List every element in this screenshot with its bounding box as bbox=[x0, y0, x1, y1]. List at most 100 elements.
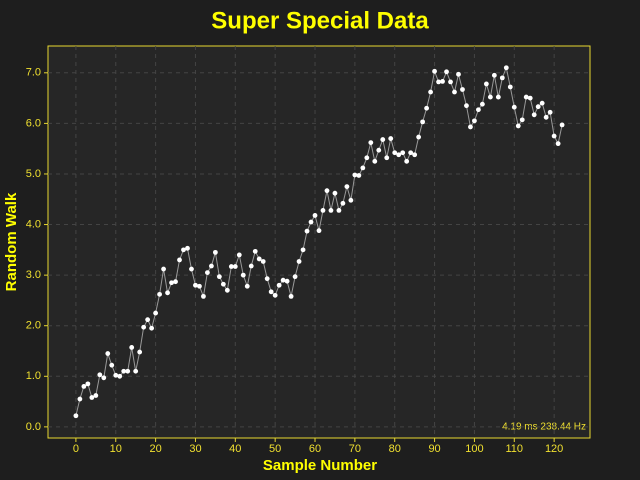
data-point bbox=[205, 270, 210, 276]
x-tick-label: 100 bbox=[465, 443, 483, 455]
data-point bbox=[240, 272, 246, 278]
data-point bbox=[539, 100, 545, 106]
data-point bbox=[109, 362, 115, 368]
data-point bbox=[85, 381, 91, 387]
data-point bbox=[424, 105, 430, 111]
data-point bbox=[332, 190, 338, 196]
data-point bbox=[464, 103, 469, 109]
data-point bbox=[216, 274, 222, 280]
plot-area bbox=[47, 45, 591, 439]
data-point bbox=[137, 349, 143, 355]
data-point bbox=[440, 79, 445, 84]
data-point bbox=[89, 395, 95, 400]
data-point bbox=[252, 248, 258, 254]
data-point bbox=[527, 95, 533, 101]
data-point bbox=[145, 317, 151, 323]
y-tick-label: 1.0 bbox=[26, 370, 41, 382]
data-point bbox=[456, 71, 461, 77]
data-point bbox=[260, 259, 266, 264]
data-point bbox=[356, 173, 362, 178]
data-point bbox=[460, 87, 465, 92]
data-point bbox=[479, 101, 485, 107]
data-point bbox=[181, 247, 186, 253]
data-point bbox=[452, 89, 457, 95]
data-point bbox=[476, 107, 481, 113]
y-tick-label: 7.0 bbox=[26, 67, 41, 79]
data-point bbox=[312, 213, 318, 218]
data-point bbox=[360, 165, 366, 171]
data-point bbox=[300, 247, 306, 253]
data-point bbox=[400, 150, 406, 156]
data-point bbox=[483, 81, 489, 87]
x-tick-label: 60 bbox=[309, 443, 321, 455]
data-point bbox=[503, 65, 509, 71]
data-point bbox=[308, 219, 314, 225]
data-point bbox=[376, 147, 382, 153]
data-point bbox=[296, 259, 302, 264]
x-tick-label: 30 bbox=[189, 443, 201, 455]
data-point bbox=[416, 134, 422, 140]
data-point bbox=[117, 373, 123, 379]
data-point bbox=[81, 384, 87, 389]
data-point bbox=[288, 293, 294, 299]
data-point bbox=[499, 75, 505, 81]
data-point bbox=[141, 324, 147, 330]
data-point bbox=[125, 368, 131, 374]
data-point bbox=[161, 266, 166, 272]
data-point bbox=[189, 266, 194, 272]
data-point bbox=[113, 372, 119, 378]
data-point bbox=[129, 345, 135, 350]
data-point bbox=[547, 109, 553, 115]
data-point bbox=[507, 84, 513, 90]
data-point bbox=[276, 282, 282, 288]
data-point bbox=[93, 393, 99, 398]
data-point bbox=[495, 94, 501, 100]
data-point bbox=[380, 137, 386, 142]
data-point bbox=[244, 283, 250, 289]
y-tick-label: 3.0 bbox=[26, 269, 41, 281]
data-point bbox=[340, 200, 346, 206]
data-point bbox=[324, 188, 330, 194]
y-tick-label: 4.0 bbox=[26, 218, 41, 230]
data-point bbox=[97, 372, 103, 378]
data-point bbox=[173, 279, 178, 285]
data-point bbox=[133, 368, 139, 374]
data-point bbox=[404, 158, 410, 164]
data-point bbox=[149, 325, 155, 331]
data-point bbox=[531, 112, 537, 118]
data-point bbox=[284, 278, 290, 284]
data-point bbox=[316, 228, 322, 234]
y-tick-label: 5.0 bbox=[26, 168, 41, 180]
data-point bbox=[468, 124, 473, 130]
data-point bbox=[292, 274, 298, 280]
data-point bbox=[232, 264, 238, 269]
y-tick-label: 6.0 bbox=[26, 117, 41, 129]
data-point bbox=[559, 122, 565, 128]
data-point bbox=[201, 293, 206, 299]
data-point bbox=[555, 141, 561, 147]
data-point bbox=[491, 72, 497, 78]
data-point bbox=[220, 281, 226, 287]
data-point bbox=[448, 79, 453, 85]
data-point bbox=[153, 310, 159, 316]
data-point bbox=[392, 150, 398, 156]
x-axis-label: Sample Number bbox=[263, 457, 377, 474]
data-point bbox=[169, 280, 174, 286]
data-point bbox=[157, 291, 162, 297]
data-point bbox=[165, 290, 170, 296]
data-point bbox=[212, 249, 218, 255]
x-tick-label: 80 bbox=[389, 443, 401, 455]
x-tick-label: 70 bbox=[349, 443, 361, 455]
data-point bbox=[224, 287, 230, 293]
data-point bbox=[248, 263, 254, 269]
x-tick-label: 120 bbox=[545, 443, 563, 455]
data-point bbox=[436, 79, 441, 85]
chart-title: Super Special Data bbox=[211, 7, 429, 34]
data-point bbox=[368, 140, 374, 146]
data-point bbox=[177, 257, 182, 263]
x-tick-label: 90 bbox=[428, 443, 440, 455]
data-point bbox=[551, 133, 557, 139]
y-axis-label: Random Walk bbox=[3, 192, 20, 291]
x-tick-label: 10 bbox=[110, 443, 122, 455]
data-point bbox=[364, 155, 370, 161]
